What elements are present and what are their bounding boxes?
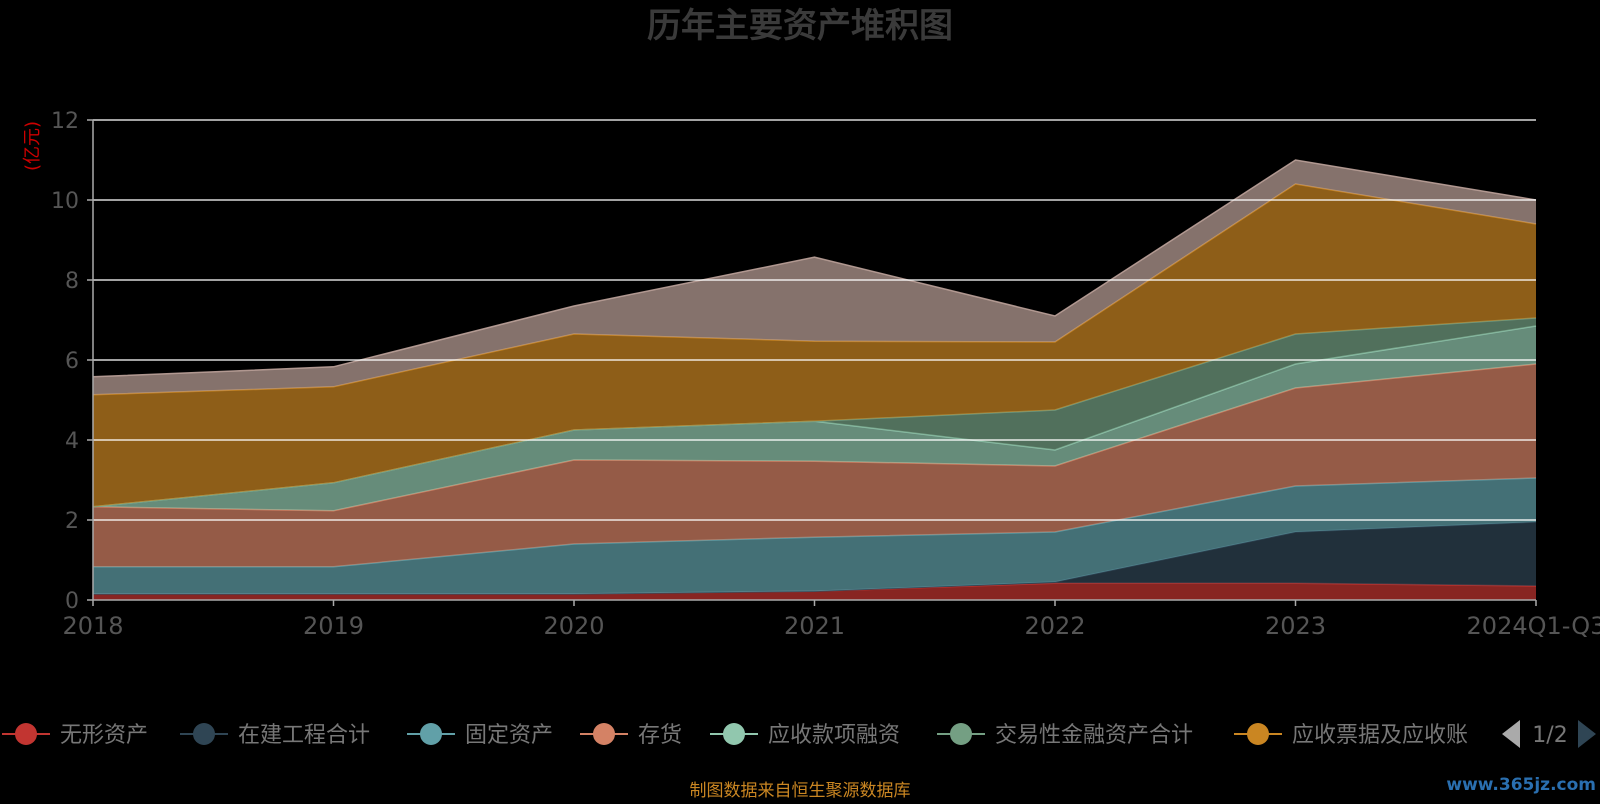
y-tick-label: 4 <box>65 429 79 454</box>
legend-marker-icon <box>950 723 972 745</box>
legend-item[interactable]: 交易性金融资产合计 <box>937 723 1193 748</box>
area-series-line-7 <box>92 159 1537 378</box>
legend-page-indicator: 1/2 <box>1532 723 1567 748</box>
area-series-4[interactable] <box>93 326 1536 511</box>
legend-item[interactable]: 无形资产 <box>2 723 148 748</box>
area-layers <box>92 159 1537 600</box>
legend-item[interactable]: 固定资产 <box>407 723 553 748</box>
legend-marker-icon <box>420 723 442 745</box>
legend-item[interactable]: 应收款项融资 <box>710 723 900 748</box>
x-tick-label: 2021 <box>784 612 845 640</box>
data-source-note: 制图数据来自恒生聚源数据库 <box>690 781 911 800</box>
x-tick-label: 2019 <box>303 612 364 640</box>
y-tick-label: 10 <box>51 189 79 214</box>
y-tick-label: 8 <box>65 269 79 294</box>
legend-prev-arrow-icon[interactable] <box>1502 720 1520 748</box>
chart-title: 历年主要资产堆积图 <box>647 6 953 46</box>
legend-label: 应收款项融资 <box>768 723 900 748</box>
legend-next-arrow-icon[interactable] <box>1578 720 1596 748</box>
area-series-3[interactable] <box>93 364 1536 567</box>
area-series-5[interactable] <box>93 318 1536 507</box>
legend-label: 应收票据及应收账 <box>1292 723 1468 748</box>
x-tick-label: 2020 <box>543 612 604 640</box>
area-series-2[interactable] <box>93 478 1536 594</box>
legend-marker-icon <box>1247 723 1269 745</box>
legend-pager: 1/2 <box>1502 720 1596 748</box>
gridlines <box>93 119 1536 521</box>
legend-item[interactable]: 在建工程合计 <box>180 723 370 748</box>
y-tick-label: 12 <box>51 109 79 134</box>
legend-marker-icon <box>593 723 615 745</box>
legend-label: 在建工程合计 <box>238 723 370 748</box>
legend-item[interactable]: 存货 <box>580 723 682 748</box>
y-axis-label: (亿元) <box>22 121 43 171</box>
legend-marker-icon <box>15 723 37 745</box>
y-tick-label: 0 <box>65 589 79 614</box>
legend-label: 交易性金融资产合计 <box>995 723 1193 748</box>
area-series-7[interactable] <box>93 160 1536 395</box>
area-series-1[interactable] <box>93 522 1536 594</box>
legend-item[interactable]: 应收票据及应收账 <box>1234 723 1468 748</box>
legend-marker-icon <box>193 723 215 745</box>
y-tick-label: 2 <box>65 509 79 534</box>
x-tick-label: 2023 <box>1265 612 1326 640</box>
x-tick-label: 2024Q1-Q3 <box>1467 612 1600 640</box>
y-tick-label: 6 <box>65 349 79 374</box>
area-series-6[interactable] <box>93 184 1536 507</box>
legend-label: 存货 <box>638 723 682 748</box>
legend-label: 固定资产 <box>465 723 553 748</box>
x-tick-label: 2018 <box>62 612 123 640</box>
legend-marker-icon <box>723 723 745 745</box>
legend: 无形资产 在建工程合计 固定资产 存货 应收款项融资 交易性金融资产合计 应收票据及应收账 <box>2 723 1468 748</box>
axes: 0 2 4 6 8 10 12 2018 2019 2020 2021 2022 2023 2024Q1-… <box>51 109 1600 640</box>
legend-label: 无形资产 <box>60 723 148 748</box>
x-tick-label: 2022 <box>1024 612 1085 640</box>
watermark: www.365jz.com <box>1446 775 1596 795</box>
